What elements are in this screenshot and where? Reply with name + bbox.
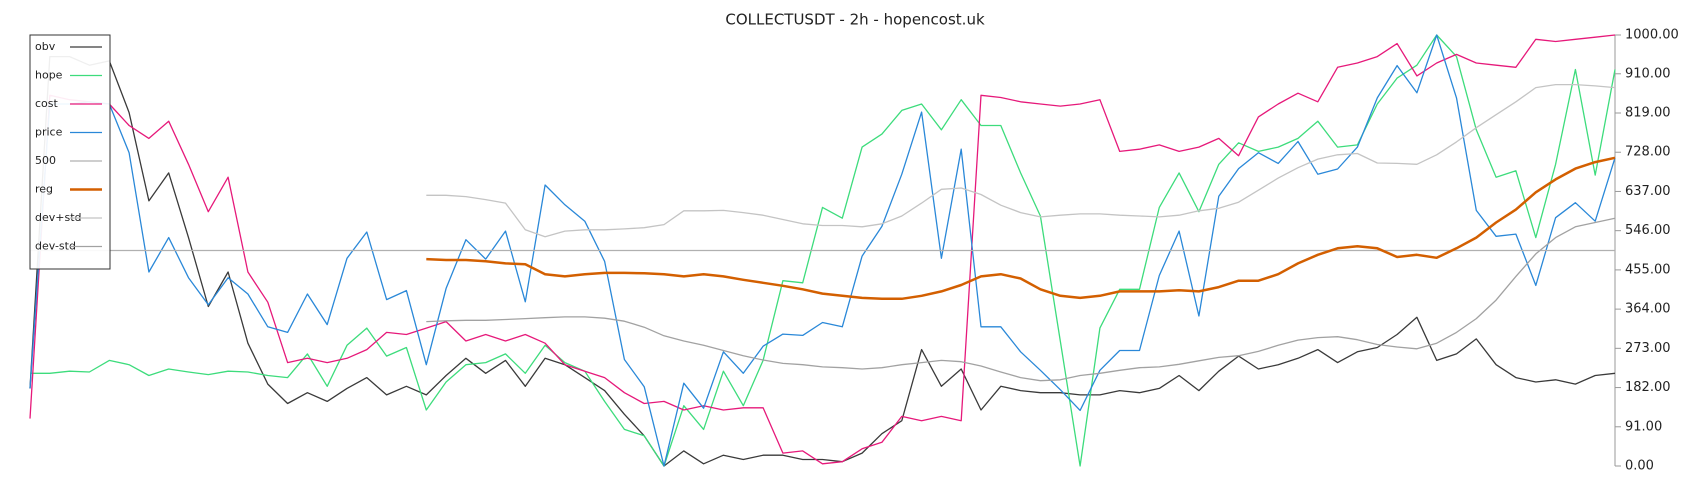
y-tick-label: 819.00 (1625, 106, 1671, 121)
y-tick-label: 1000.00 (1625, 28, 1679, 43)
legend-label: dev-std (35, 240, 76, 253)
series-line (30, 34, 1616, 467)
series-line (426, 83, 1616, 238)
y-tick-label: 910.00 (1625, 66, 1671, 81)
y-tick-label: 91.00 (1625, 419, 1662, 434)
series-line (426, 156, 1616, 301)
legend-label: 500 (35, 154, 56, 167)
legend-label: dev+std (35, 211, 82, 224)
y-tick-label: 728.00 (1625, 145, 1671, 160)
legend-label: cost (35, 97, 59, 110)
y-tick-label: 182.00 (1625, 380, 1671, 395)
legend-label: obv (35, 40, 56, 53)
legend: obv hope cost price 500 reg dev+std dev-std (29, 34, 111, 270)
legend-box (29, 34, 111, 270)
legend-label: price (35, 126, 63, 139)
y-tick-label: 637.00 (1625, 184, 1671, 199)
y-tick-label: 546.00 (1625, 223, 1671, 238)
y-tick-label: 455.00 (1625, 262, 1671, 277)
chart-title: COLLECTUSDT - 2h - hopencost.uk (725, 11, 985, 29)
y-tick-label: 0.00 (1625, 459, 1654, 474)
legend-label: reg (35, 183, 53, 196)
series-line (426, 217, 1616, 382)
y-tick-label: 364.00 (1625, 302, 1671, 317)
series-line (29, 55, 1616, 467)
series-line (29, 34, 1616, 465)
legend-label: hope (35, 69, 63, 82)
y-tick-label: 273.00 (1625, 341, 1671, 356)
